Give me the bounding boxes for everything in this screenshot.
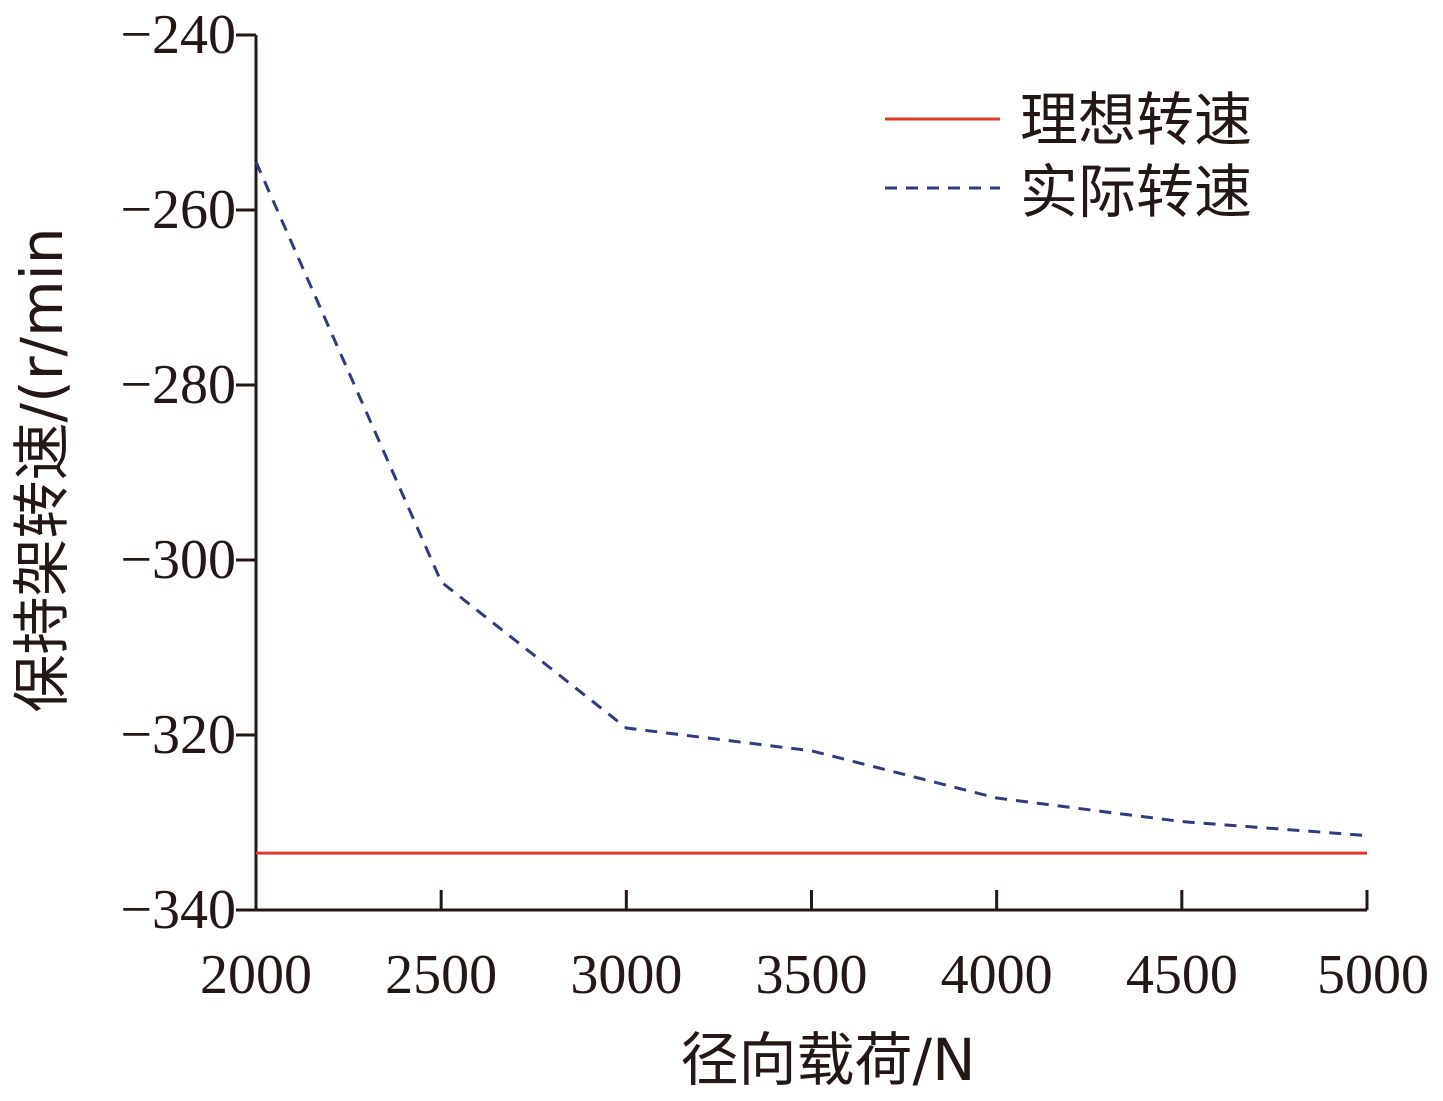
x-tick-label: 2500: [385, 944, 497, 1006]
series-line-actual-speed: [254, 161, 1368, 838]
y-axis-title: 保持架转速/(r/min: [8, 228, 76, 713]
x-axis-title: 径向载荷/N: [681, 1026, 976, 1094]
y-tick-label: −320: [120, 704, 236, 766]
y-tick-label: −280: [120, 354, 236, 416]
series-layer: [254, 161, 1368, 855]
y-tick-label: −300: [120, 529, 236, 591]
y-tick-label: −240: [120, 4, 236, 66]
x-tick-label: 5000: [1317, 944, 1429, 1006]
legend-label-ideal-speed: 理想转速: [1020, 86, 1252, 154]
y-tick-label: −260: [120, 179, 236, 241]
x-tick-label: 4500: [1126, 944, 1238, 1006]
y-tick-label: −340: [120, 879, 236, 941]
x-tick-label: 2000: [200, 944, 312, 1006]
x-tick-label: 3000: [570, 944, 682, 1006]
x-tick-label: 4000: [941, 944, 1053, 1006]
legend: 理想转速 实际转速: [885, 86, 1252, 226]
legend-label-actual-speed: 实际转速: [1020, 158, 1252, 226]
x-tick-label: 3500: [756, 944, 868, 1006]
x-axis: 2000 2500 3000 3500 4000 4500 5000: [200, 890, 1429, 1006]
y-axis: −240 −260 −280 −300 −320 −340: [120, 4, 258, 941]
